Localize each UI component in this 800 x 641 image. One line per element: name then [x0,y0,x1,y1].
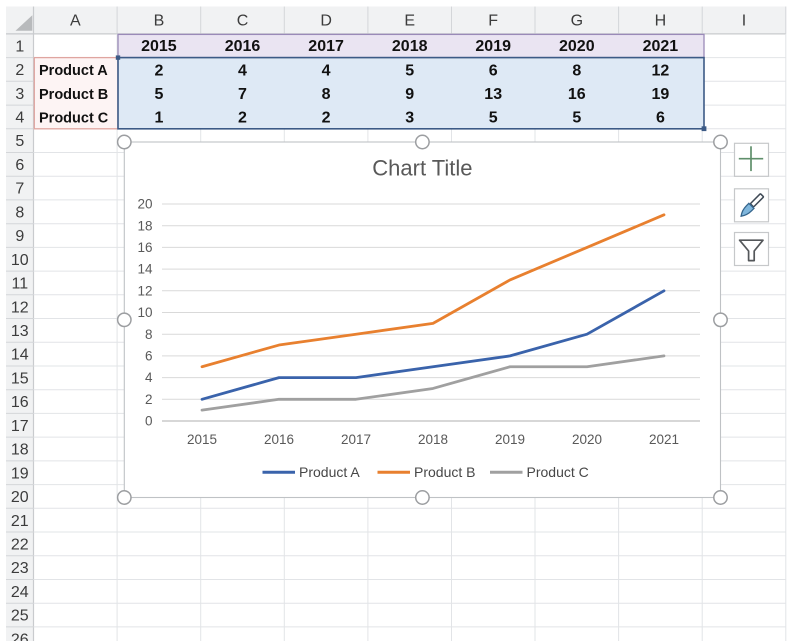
svg-text:26: 26 [11,631,29,641]
svg-text:25: 25 [11,608,29,625]
svg-text:2017: 2017 [308,38,344,55]
svg-text:20: 20 [137,197,152,212]
svg-text:7: 7 [15,181,24,198]
svg-text:2: 2 [322,110,331,127]
svg-text:4: 4 [145,370,153,385]
svg-text:Product B: Product B [414,464,475,480]
svg-text:2020: 2020 [559,38,595,55]
svg-text:19: 19 [11,465,29,482]
svg-text:8: 8 [572,62,581,79]
svg-text:2017: 2017 [341,432,371,447]
svg-text:Product A: Product A [39,63,108,79]
svg-text:C: C [237,12,249,29]
svg-text:22: 22 [11,537,29,554]
svg-text:16: 16 [568,86,586,103]
svg-text:6: 6 [15,157,24,174]
svg-text:2015: 2015 [187,432,217,447]
svg-text:2016: 2016 [225,38,261,55]
svg-text:15: 15 [11,370,29,387]
svg-text:2018: 2018 [392,38,428,55]
svg-text:6: 6 [145,349,153,364]
svg-text:5: 5 [572,110,581,127]
svg-text:21: 21 [11,513,29,530]
svg-text:2: 2 [145,392,153,407]
svg-text:8: 8 [15,204,24,221]
svg-text:8: 8 [145,327,153,342]
svg-text:6: 6 [656,110,665,127]
svg-text:F: F [488,12,498,29]
svg-text:I: I [742,12,746,29]
svg-text:4: 4 [238,62,247,79]
svg-text:18: 18 [137,218,152,233]
svg-text:1: 1 [154,110,163,127]
svg-text:3: 3 [15,86,24,103]
svg-text:13: 13 [484,86,502,103]
svg-text:2020: 2020 [572,432,602,447]
svg-text:2016: 2016 [264,432,294,447]
svg-text:2: 2 [15,62,24,79]
svg-text:13: 13 [11,323,29,340]
svg-text:Chart Title: Chart Title [372,156,472,181]
svg-text:24: 24 [11,584,29,601]
svg-text:6: 6 [489,62,498,79]
svg-text:2021: 2021 [643,38,679,55]
svg-text:2015: 2015 [141,38,177,55]
svg-text:5: 5 [405,62,414,79]
svg-text:12: 12 [137,283,152,298]
svg-text:17: 17 [11,418,29,435]
svg-text:1: 1 [15,38,24,55]
svg-text:10: 10 [11,252,29,269]
svg-text:7: 7 [238,86,247,103]
svg-text:4: 4 [322,62,331,79]
svg-text:H: H [655,12,667,29]
svg-text:E: E [404,12,415,29]
svg-text:Product B: Product B [39,87,108,103]
svg-text:23: 23 [11,560,29,577]
svg-text:2018: 2018 [418,432,448,447]
svg-text:10: 10 [137,305,152,320]
svg-text:5: 5 [15,133,24,150]
svg-text:4: 4 [15,110,24,127]
svg-text:14: 14 [11,347,29,364]
svg-text:11: 11 [11,276,28,293]
svg-text:3: 3 [405,110,414,127]
svg-text:B: B [154,12,165,29]
svg-text:Product C: Product C [39,111,109,127]
svg-text:5: 5 [489,110,498,127]
svg-text:5: 5 [154,86,163,103]
svg-text:Product A: Product A [299,464,360,480]
svg-text:14: 14 [137,262,153,277]
svg-text:Product C: Product C [527,464,589,480]
svg-text:D: D [320,12,332,29]
svg-text:2019: 2019 [475,38,511,55]
svg-text:2: 2 [154,62,163,79]
svg-text:16: 16 [137,240,152,255]
svg-text:9: 9 [15,228,24,245]
svg-text:12: 12 [652,62,670,79]
svg-text:9: 9 [405,86,414,103]
svg-text:18: 18 [11,442,29,459]
svg-text:2019: 2019 [495,432,525,447]
svg-text:0: 0 [145,414,153,429]
svg-text:12: 12 [11,299,29,316]
svg-text:A: A [70,12,81,29]
svg-text:8: 8 [322,86,331,103]
svg-text:16: 16 [11,394,29,411]
svg-text:19: 19 [652,86,670,103]
svg-text:20: 20 [11,489,29,506]
svg-text:2021: 2021 [649,432,679,447]
svg-text:G: G [571,12,583,29]
svg-text:2: 2 [238,110,247,127]
